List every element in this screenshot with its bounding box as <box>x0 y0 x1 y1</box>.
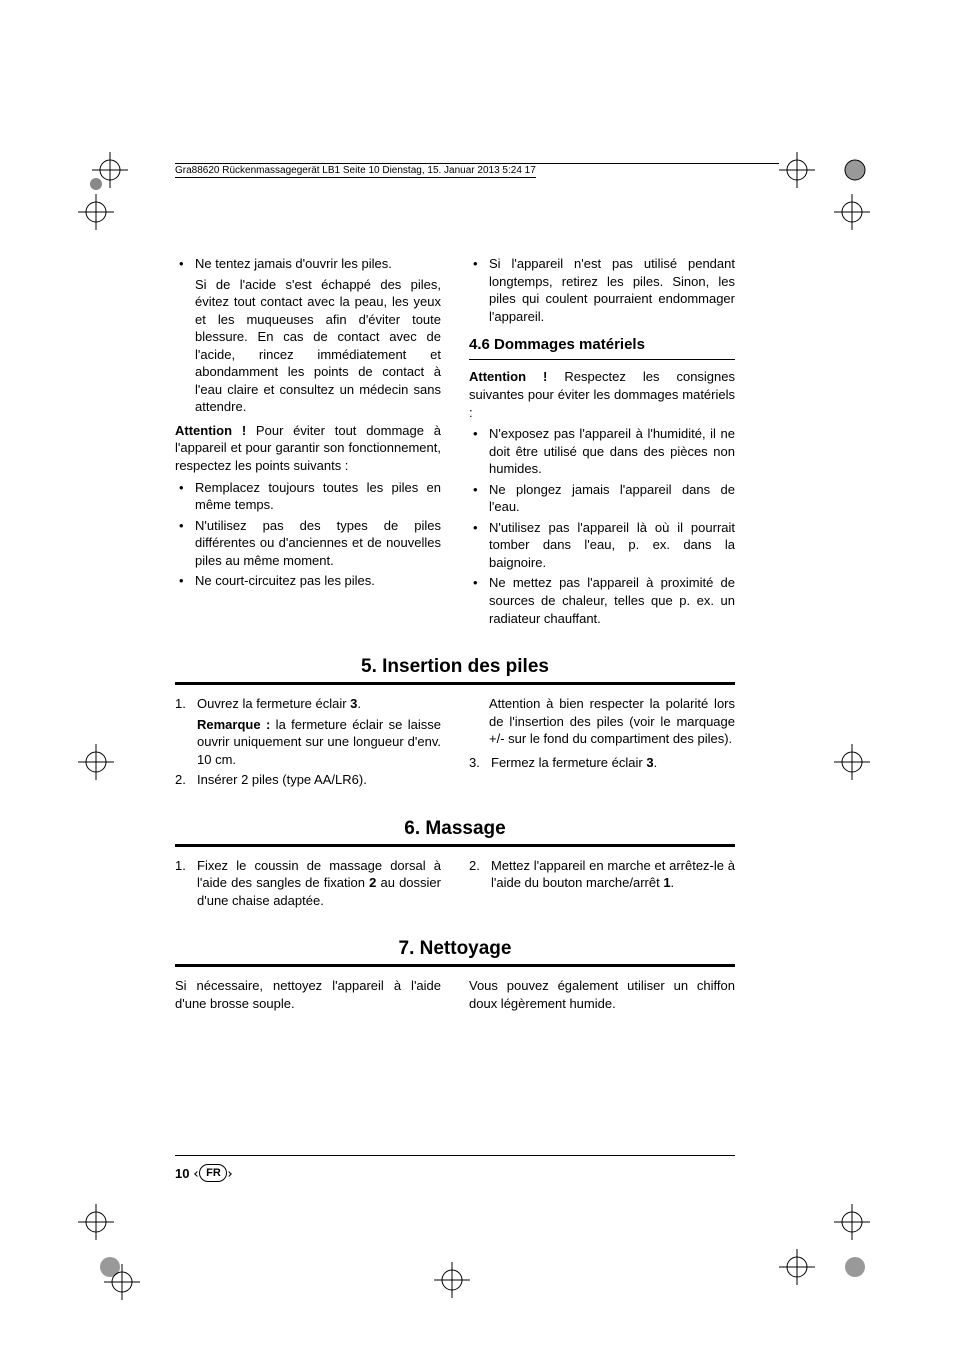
bullet-item: Remplacez toujours toutes les piles en m… <box>175 479 441 514</box>
section-rule <box>175 682 735 685</box>
attention-para: Attention ! Pour éviter tout dommage à l… <box>175 422 441 475</box>
crop-mark <box>74 740 118 784</box>
bullet-text: Si l'appareil n'est pas utilisé pendant … <box>489 256 735 324</box>
attention-para: Attention ! Respectez les consignes suiv… <box>469 368 735 421</box>
content-area: Ne tentez jamais d'ouvrir les piles. Si … <box>175 255 735 1013</box>
crop-mark <box>830 740 874 784</box>
section-5-left: 1. Ouvrez la fermeture éclair 3. Remarqu… <box>175 695 441 792</box>
section-rule <box>175 844 735 847</box>
attention-label: Attention ! <box>469 369 547 384</box>
crop-mark <box>830 190 874 234</box>
bullet-item: N'utilisez pas des types de piles différ… <box>175 517 441 570</box>
section-rule <box>175 964 735 967</box>
list-item: 1. Ouvrez la fermeture éclair 3. Remarqu… <box>175 695 441 768</box>
section-7-right: Vous pouvez également utiliser un chiffo… <box>469 977 735 1012</box>
section-6-left: 1. Fixez le coussin de massage dorsal à … <box>175 857 441 913</box>
header-text: Gra88620 Rückenmassagegerät LB1 Seite 10… <box>175 165 536 178</box>
page-footer: 10 FR <box>175 1155 735 1182</box>
crop-mark <box>830 1200 874 1244</box>
bullet-item: Ne tentez jamais d'ouvrir les piles. Si … <box>175 255 441 416</box>
crop-mark <box>775 1245 819 1289</box>
crop-mark <box>100 1260 144 1304</box>
section-5-columns: 1. Ouvrez la fermeture éclair 3. Remarqu… <box>175 695 735 792</box>
language-badge: FR <box>199 1164 227 1182</box>
step-continuation: Attention à bien respecter la polarité l… <box>469 695 735 748</box>
step-text: . <box>671 875 675 890</box>
crop-mark <box>833 148 877 192</box>
crop-mark <box>74 1200 118 1244</box>
crop-mark <box>775 148 819 192</box>
remark: Remarque : la fermeture éclair se laisse… <box>197 716 441 769</box>
bullet-text: N'utilisez pas l'appareil là où il pourr… <box>489 520 735 570</box>
step-text: Fermez la fermeture éclair <box>491 755 646 770</box>
subhead-4-6: 4.6 Dommages matériels <box>469 335 735 355</box>
bullet-text: Remplacez toujours toutes les piles en m… <box>195 480 441 513</box>
list-item: 1. Fixez le coussin de massage dorsal à … <box>175 857 441 910</box>
crop-mark <box>88 148 132 192</box>
list-item: 3. Fermez la fermeture éclair 3. <box>469 754 735 772</box>
bullet-text: N'utilisez pas des types de piles différ… <box>195 518 441 568</box>
step-text: . <box>357 696 361 711</box>
section-6-title: 6. Massage <box>175 818 735 840</box>
bullet-item: Si l'appareil n'est pas utilisé pendant … <box>469 255 735 325</box>
list-item: 2. Mettez l'appareil en marche et arrête… <box>469 857 735 892</box>
bullet-continuation: Si de l'acide s'est échappé des piles, é… <box>195 276 441 416</box>
list-item: 2.Insérer 2 piles (type AA/LR6). <box>175 771 441 789</box>
step-text: . <box>654 755 658 770</box>
section-7-title: 7. Nettoyage <box>175 938 735 960</box>
page-header: Gra88620 Rückenmassagegerät LB1 Seite 10… <box>175 163 779 178</box>
bullet-text: Ne tentez jamais d'ouvrir les piles. <box>195 256 392 271</box>
section-7-columns: Si nécessaire, nettoyez l'appareil à l'a… <box>175 977 735 1012</box>
section-6-right: 2. Mettez l'appareil en marche et arrête… <box>469 857 735 913</box>
step-text: Ouvrez la fermeture éclair <box>197 696 350 711</box>
ref-number: 3 <box>646 755 653 770</box>
page-number: 10 <box>175 1166 189 1181</box>
bullet-text: N'exposez pas l'appareil à l'humidité, i… <box>489 426 735 476</box>
bullet-item: Ne mettez pas l'appareil à proximité de … <box>469 574 735 627</box>
crop-mark <box>833 1245 877 1289</box>
crop-mark <box>430 1258 474 1302</box>
section-7-left: Si nécessaire, nettoyez l'appareil à l'a… <box>175 977 441 1012</box>
bullet-text: Ne plongez jamais l'appareil dans de l'e… <box>489 482 735 515</box>
step-text: Insérer 2 piles (type AA/LR6). <box>197 772 367 787</box>
section-5-right: Attention à bien respecter la polarité l… <box>469 695 735 792</box>
step-text: Mettez l'appareil en marche et arrêtez-l… <box>491 858 735 891</box>
page-frame: Gra88620 Rückenmassagegerät LB1 Seite 10… <box>0 0 954 1351</box>
bullet-item: Ne court-circuitez pas les piles. <box>175 572 441 590</box>
crop-mark <box>74 190 118 234</box>
section-5-title: 5. Insertion des piles <box>175 656 735 678</box>
attention-label: Attention ! <box>175 423 246 438</box>
top-right-col: Si l'appareil n'est pas utilisé pendant … <box>469 255 735 630</box>
bullet-item: Ne plongez jamais l'appareil dans de l'e… <box>469 481 735 516</box>
bullet-item: N'exposez pas l'appareil à l'humidité, i… <box>469 425 735 478</box>
bullet-item: N'utilisez pas l'appareil là où il pourr… <box>469 519 735 572</box>
bullet-text: Ne mettez pas l'appareil à proximité de … <box>489 575 735 625</box>
bullet-text: Ne court-circuitez pas les piles. <box>195 573 375 588</box>
top-columns: Ne tentez jamais d'ouvrir les piles. Si … <box>175 255 735 630</box>
top-left-col: Ne tentez jamais d'ouvrir les piles. Si … <box>175 255 441 630</box>
subhead-rule <box>469 359 735 360</box>
remark-label: Remarque : <box>197 717 270 732</box>
section-6-columns: 1. Fixez le coussin de massage dorsal à … <box>175 857 735 913</box>
ref-number: 1 <box>663 875 670 890</box>
